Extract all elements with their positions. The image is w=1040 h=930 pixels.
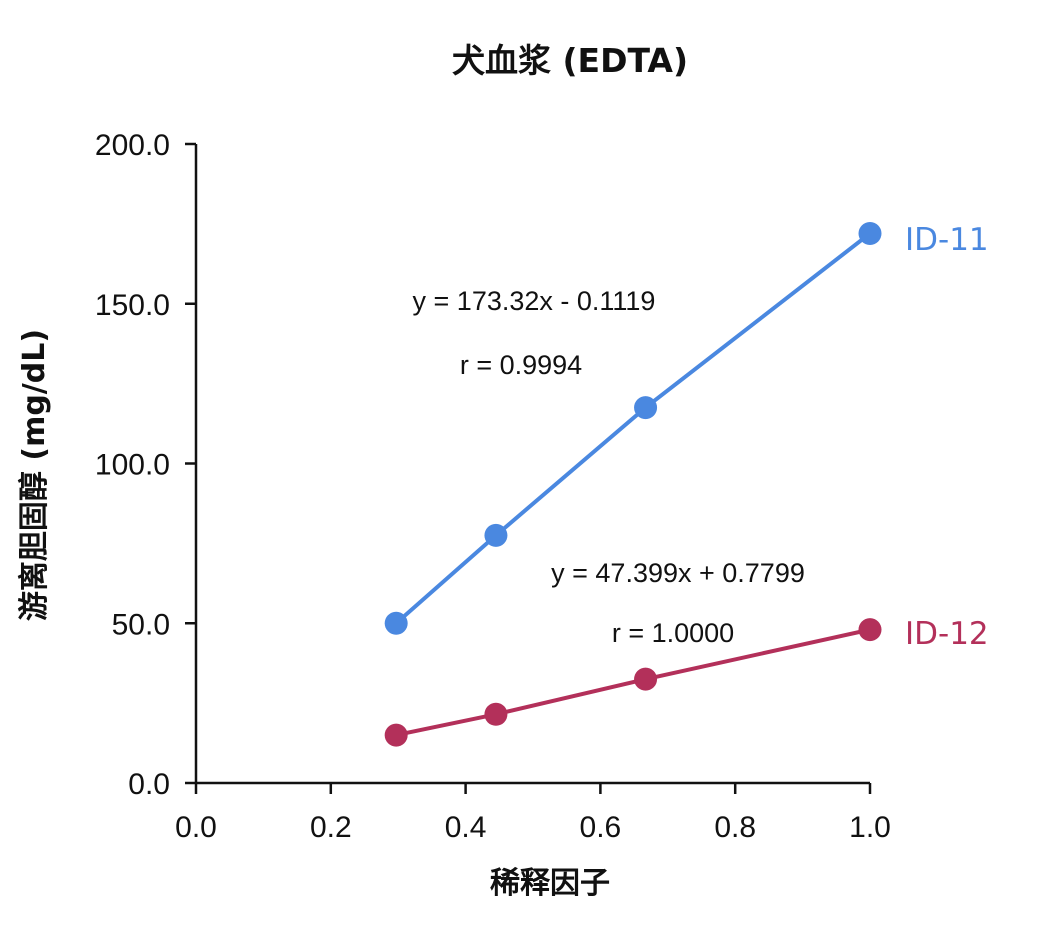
correlation-coefficient: r = 1.0000 xyxy=(612,618,734,648)
data-point xyxy=(484,702,508,726)
x-tick-label: 0.2 xyxy=(310,811,352,844)
y-tick-label: 100.0 xyxy=(95,449,170,482)
y-tick-label: 150.0 xyxy=(95,289,170,322)
series-id-11 xyxy=(384,221,882,635)
y-axis-label: 游离胆固醇 (mg/dL) xyxy=(17,329,52,621)
series-name-label: ID-11 xyxy=(905,222,989,258)
data-point xyxy=(484,523,508,547)
x-tick-label: 0.0 xyxy=(175,811,217,844)
regression-equation: y = 173.32x - 0.1119 xyxy=(413,286,656,316)
data-point xyxy=(384,611,408,635)
series-id-12 xyxy=(384,618,882,747)
x-tick-label: 0.4 xyxy=(445,811,487,844)
x-axis-label: 稀释因子 xyxy=(490,866,610,901)
series-layer xyxy=(384,221,882,747)
series-line xyxy=(395,627,871,738)
x-tick-label: 0.8 xyxy=(714,811,756,844)
x-tick-label: 0.6 xyxy=(580,811,622,844)
chart-title: 犬血浆 (EDTA) xyxy=(452,41,688,80)
series-name-label: ID-12 xyxy=(905,616,989,652)
axes: 0.0 50.0 100.0 150.0 200.0 0.0 0.2 0.4 0.6 0.8 1.0 xyxy=(95,129,891,844)
data-point xyxy=(858,221,882,245)
regression-equation: y = 47.399x + 0.7799 xyxy=(551,558,805,588)
y-tick-label: 200.0 xyxy=(95,129,170,162)
correlation-coefficient: r = 0.9994 xyxy=(460,350,582,380)
annotations: y = 173.32x - 0.1119 r = 0.9994 ID-11 y = 4… xyxy=(413,222,989,652)
y-tick-label: 50.0 xyxy=(112,608,170,641)
series-line xyxy=(394,231,872,625)
data-point xyxy=(858,618,882,642)
y-tick-label: 0.0 xyxy=(128,768,170,801)
x-tick-label: 1.0 xyxy=(849,811,891,844)
data-point xyxy=(384,723,408,747)
data-point xyxy=(634,667,658,691)
data-point xyxy=(634,396,658,420)
